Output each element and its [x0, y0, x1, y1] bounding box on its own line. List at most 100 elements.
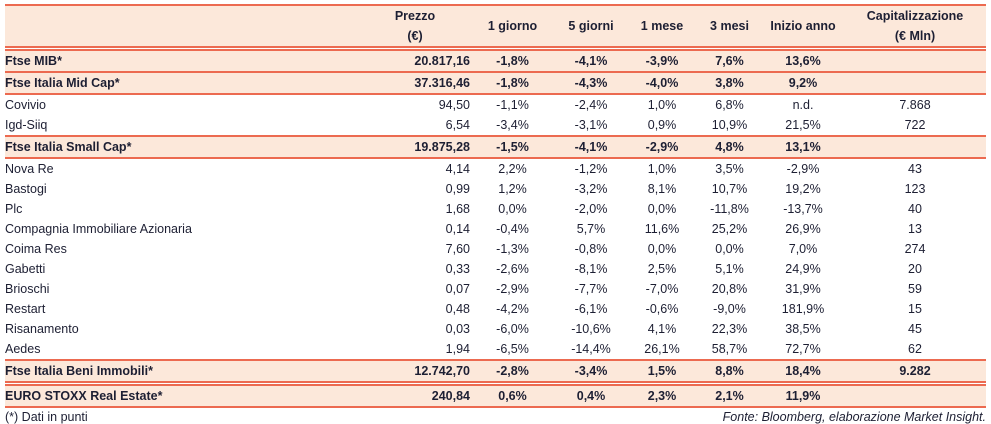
cell-1-mese: 2,5% — [647, 262, 677, 276]
column-header-label: 1 mese — [640, 19, 684, 33]
cell-1-giorno: -4,2% — [496, 302, 529, 316]
cell-inizio-anno: 26,9% — [785, 222, 821, 236]
cell-3-mesi: 10,7% — [711, 182, 748, 196]
cell-3-mesi: 25,2% — [711, 222, 748, 236]
cell-prezzo: 240,84 — [360, 384, 470, 408]
cell-1-giorno: -1,1% — [496, 98, 529, 112]
stock-row: Bastogi 0,99 1,2% -3,2% 8,1% 10,7% 19,2% 123 — [5, 179, 986, 199]
table-body: Ftse MIB* 20.817,16 -1,8% -4,1% -3,9% 7,6% 13,… — [5, 47, 986, 408]
cell-3-mesi: 7,6% — [697, 49, 762, 73]
cell-5-giorni: -3,2% — [574, 182, 608, 196]
table-footnotes: (*) Dati in punti Fonte: Bloomberg, elab… — [5, 408, 986, 424]
stock-row: Aedes 1,94 -6,5% -14,4% 26,1% 58,7% 72,7% 62 — [5, 339, 986, 361]
cell-prezzo: 12.742,70 — [360, 360, 470, 383]
cell-1-giorno: 0,0% — [498, 202, 527, 216]
cell-inizio-anno: 24,9% — [785, 262, 821, 276]
cell-prezzo: 7,60 — [445, 242, 470, 256]
stock-row: Coima Res 7,60 -1,3% -0,8% 0,0% 0,0% 7,0% 274 — [5, 239, 986, 259]
cell-inizio-anno: 21,5% — [762, 115, 844, 137]
header-row: Prezzo (€) 1 giorno 5 giorni 1 mese 3 me… — [5, 4, 986, 48]
cell-name: Coima Res — [5, 242, 67, 256]
cell-name: Brioschi — [5, 282, 50, 296]
stock-row: Restart 0,48 -4,2% -6,1% -0,6% -9,0% 181,9% 15 — [5, 299, 986, 319]
cell-1-mese: 1,0% — [647, 98, 677, 112]
stock-row: Igd-Siiq 6,54 -3,4% -3,1% 0,9% 10,9% 21,5% 722 — [5, 115, 986, 137]
cell-1-mese: 2,3% — [627, 384, 697, 408]
cell-name: Ftse Italia Mid Cap* — [5, 72, 360, 95]
cell-1-giorno: -0,4% — [496, 222, 529, 236]
cell-name: Bastogi — [5, 182, 47, 196]
cell-1-mese: -3,9% — [627, 49, 697, 73]
cell-inizio-anno: -2,9% — [786, 162, 820, 176]
cell-1-mese: -2,9% — [627, 136, 697, 159]
cell-inizio-anno: 72,7% — [762, 339, 844, 361]
cell-name: Ftse Italia Beni Immobili* — [5, 360, 360, 383]
cell-capitalizzazione: 20 — [908, 262, 922, 276]
cell-3-mesi: 0,0% — [715, 242, 744, 256]
financial-table: Prezzo (€) 1 giorno 5 giorni 1 mese 3 me… — [5, 4, 986, 408]
stock-row: Compagnia Immobiliare Azionaria 0,14 -0,4%… — [5, 219, 986, 239]
cell-inizio-anno: -13,7% — [783, 202, 823, 216]
cell-1-giorno: -6,0% — [496, 322, 529, 336]
cell-3-mesi: 8,8% — [697, 360, 762, 383]
cell-capitalizzazione: 45 — [908, 322, 922, 336]
cell-capitalizzazione — [844, 49, 986, 73]
cell-inizio-anno: 19,2% — [785, 182, 821, 196]
cell-inizio-anno: 38,5% — [785, 322, 821, 336]
rule-gap — [5, 382, 986, 385]
cell-capitalizzazione: 13 — [908, 222, 922, 236]
cell-1-giorno: -1,8% — [470, 72, 555, 95]
cell-inizio-anno: 181,9% — [781, 302, 825, 316]
cell-3-mesi: 2,1% — [697, 384, 762, 408]
cell-5-giorni: -2,0% — [574, 202, 608, 216]
cell-prezzo: 0,03 — [445, 322, 470, 336]
cell-3-mesi: 20,8% — [711, 282, 748, 296]
cell-5-giorni: -4,3% — [555, 72, 627, 95]
cell-5-giorni: -3,1% — [555, 115, 627, 137]
cell-capitalizzazione — [844, 384, 986, 408]
cell-3-mesi: 6,8% — [715, 98, 744, 112]
cell-inizio-anno: 7,0% — [788, 242, 818, 256]
cell-prezzo: 19.875,28 — [360, 136, 470, 159]
cell-1-mese: 1,5% — [627, 360, 697, 383]
cell-5-giorni: -7,7% — [574, 282, 608, 296]
cell-1-giorno: -1,8% — [470, 49, 555, 73]
cell-1-mese: -4,0% — [627, 72, 697, 95]
cell-prezzo: 37.316,46 — [360, 72, 470, 95]
cell-inizio-anno: 11,9% — [762, 384, 844, 408]
column-header-capitalizzazione: Capitalizzazione (€ Mln) — [844, 4, 986, 48]
cell-3-mesi: 58,7% — [697, 339, 762, 361]
cell-inizio-anno: n.d. — [792, 98, 814, 112]
cell-1-giorno: -2,8% — [470, 360, 555, 383]
stock-row: Covivio 94,50 -1,1% -2,4% 1,0% 6,8% n.d. 7.868 — [5, 94, 986, 115]
cell-1-mese: 11,6% — [644, 222, 680, 236]
cell-1-mese: 4,1% — [647, 322, 677, 336]
cell-5-giorni: -4,1% — [555, 136, 627, 159]
cell-prezzo: 0,07 — [445, 282, 470, 296]
cell-5-giorni: -10,6% — [571, 322, 611, 336]
cell-name: Covivio — [5, 98, 46, 112]
cell-3-mesi: -9,0% — [713, 302, 746, 316]
rule-gap-cell — [5, 47, 986, 50]
column-header-sublabel: (€ Mln) — [894, 29, 936, 43]
cell-capitalizzazione: 15 — [908, 302, 922, 316]
cell-prezzo: 0,33 — [445, 262, 470, 276]
cell-5-giorni: -3,4% — [555, 360, 627, 383]
cell-1-giorno: -1,3% — [496, 242, 529, 256]
cell-3-mesi: 22,3% — [711, 322, 748, 336]
cell-name: EURO STOXX Real Estate* — [5, 384, 360, 408]
cell-prezzo: 6,54 — [360, 115, 470, 137]
cell-name: Plc — [5, 202, 23, 216]
footnote-source: Fonte: Bloomberg, elaborazione Market In… — [722, 410, 986, 424]
cell-5-giorni: -1,2% — [574, 162, 608, 176]
cell-capitalizzazione: 43 — [908, 162, 922, 176]
index-row: Ftse Italia Beni Immobili* 12.742,70 -2,8%… — [5, 360, 986, 383]
cell-capitalizzazione — [844, 72, 986, 95]
cell-prezzo: 0,48 — [445, 302, 470, 316]
cell-1-giorno: 2,2% — [498, 162, 527, 176]
cell-1-mese: 8,1% — [647, 182, 677, 196]
stock-row: Gabetti 0,33 -2,6% -8,1% 2,5% 5,1% 24,9% 20 — [5, 259, 986, 279]
index-row: Ftse Italia Small Cap* 19.875,28 -1,5% -4,1… — [5, 136, 986, 159]
cell-5-giorni: -6,1% — [574, 302, 608, 316]
cell-1-mese: -0,6% — [645, 302, 679, 316]
